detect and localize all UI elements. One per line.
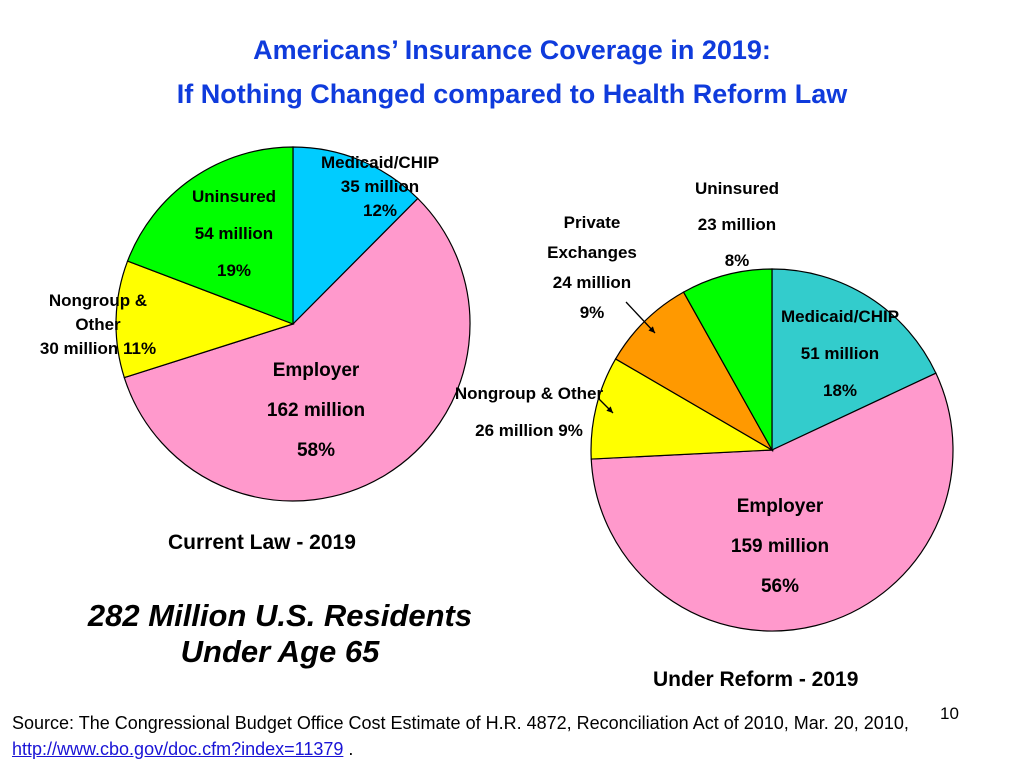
slice-label-employer: Employer 159 million 56% xyxy=(731,496,829,597)
slice-label-line: 12% xyxy=(363,201,397,220)
pie-slice-uninsured xyxy=(682,268,773,453)
label-arrow-line xyxy=(625,301,656,334)
population-note: 282 Million U.S. Residents Under Age 65 xyxy=(40,598,520,670)
slice-label-nongroup-other: Nongroup & Other 26 million 9% xyxy=(455,384,604,440)
source-suffix: . xyxy=(343,739,354,759)
population-note-line-1: 282 Million U.S. Residents xyxy=(87,598,473,633)
slice-label-line: 51 million xyxy=(801,344,879,363)
population-note-line-2: Under Age 65 xyxy=(180,634,380,669)
slice-label-uninsured: Uninsured 54 million 19% xyxy=(192,187,276,280)
source-link[interactable]: http://www.cbo.gov/doc.cfm?index=11379 xyxy=(12,739,344,759)
slice-label-line: 26 million 9% xyxy=(475,421,583,440)
slice-label-line: 54 million xyxy=(195,224,273,243)
slice-label-line: 8% xyxy=(725,251,750,270)
pie-slice-employer xyxy=(123,197,471,502)
slide-title-line-2: If Nothing Changed compared to Health Re… xyxy=(176,79,848,109)
slice-label-line: 18% xyxy=(823,381,857,400)
slice-label-line: 58% xyxy=(297,440,335,461)
slice-label-line: Employer xyxy=(737,496,824,517)
source-citation: Source: The Congressional Budget Office … xyxy=(12,710,1012,762)
pie-current-law: Medicaid/CHIP 35 million 12% Employer 162 mi… xyxy=(40,146,471,502)
slice-label-line: 56% xyxy=(761,576,799,597)
label-arrow-head xyxy=(606,406,613,413)
chart-caption-under-reform: Under Reform - 2019 xyxy=(653,668,859,691)
slice-label-line: Medicaid/CHIP xyxy=(321,153,439,172)
slice-label-line: 19% xyxy=(217,261,251,280)
pie-slice-medicaid-chip xyxy=(771,268,937,451)
pie-slice-employer xyxy=(590,372,954,632)
slice-label-line: 35 million xyxy=(341,177,419,196)
slice-label-uninsured: Uninsured 23 million 8% xyxy=(695,179,779,270)
slice-label-line: Uninsured xyxy=(192,187,276,206)
slice-label-line: 24 million xyxy=(553,273,631,292)
pie-slice-medicaid-chip xyxy=(292,146,419,326)
chart-caption-current-law: Current Law - 2019 xyxy=(168,531,356,554)
label-arrows xyxy=(597,301,656,414)
slice-label-line: 30 million 11% xyxy=(40,339,156,358)
slice-label-line: 9% xyxy=(580,303,605,322)
slice-label-line: Employer xyxy=(273,360,360,381)
pie-slice-uninsured xyxy=(126,146,294,325)
slice-label-line: Medicaid/CHIP xyxy=(781,307,899,326)
slide-number: 10 xyxy=(940,704,959,723)
slide-title-line-1: Americans’ Insurance Coverage in 2019: xyxy=(253,35,771,65)
pie-slice-private-exchanges xyxy=(614,291,774,452)
label-arrow-head xyxy=(648,326,655,333)
slice-label-line: 23 million xyxy=(698,215,776,234)
pie-slice-nongroup-other xyxy=(590,358,775,460)
slice-label-line: Private xyxy=(564,213,621,232)
slice-label-line: Nongroup & Other xyxy=(455,384,604,403)
slice-label-line: Other xyxy=(75,315,121,334)
slice-label-private-exchanges: Private Exchanges 24 million 9% xyxy=(547,213,637,322)
slice-label-line: Exchanges xyxy=(547,243,637,262)
pie-slice-nongroup-other xyxy=(115,260,295,379)
slice-label-line: Nongroup & xyxy=(49,291,147,310)
slice-label-line: 159 million xyxy=(731,536,829,557)
slice-label-line: Uninsured xyxy=(695,179,779,198)
slice-label-nongroup-other: Nongroup & Other 30 million 11% xyxy=(40,291,156,358)
slice-label-medicaid-chip: Medicaid/CHIP 35 million 12% xyxy=(321,153,439,220)
pie-under-reform: Medicaid/CHIP 51 million 18% Employer 159 mi… xyxy=(455,179,954,632)
source-text: Source: The Congressional Budget Office … xyxy=(12,713,909,733)
slice-label-medicaid-chip: Medicaid/CHIP 51 million 18% xyxy=(781,307,899,400)
slice-label-line: 162 million xyxy=(267,400,365,421)
slice-label-employer: Employer 162 million 58% xyxy=(267,360,365,461)
